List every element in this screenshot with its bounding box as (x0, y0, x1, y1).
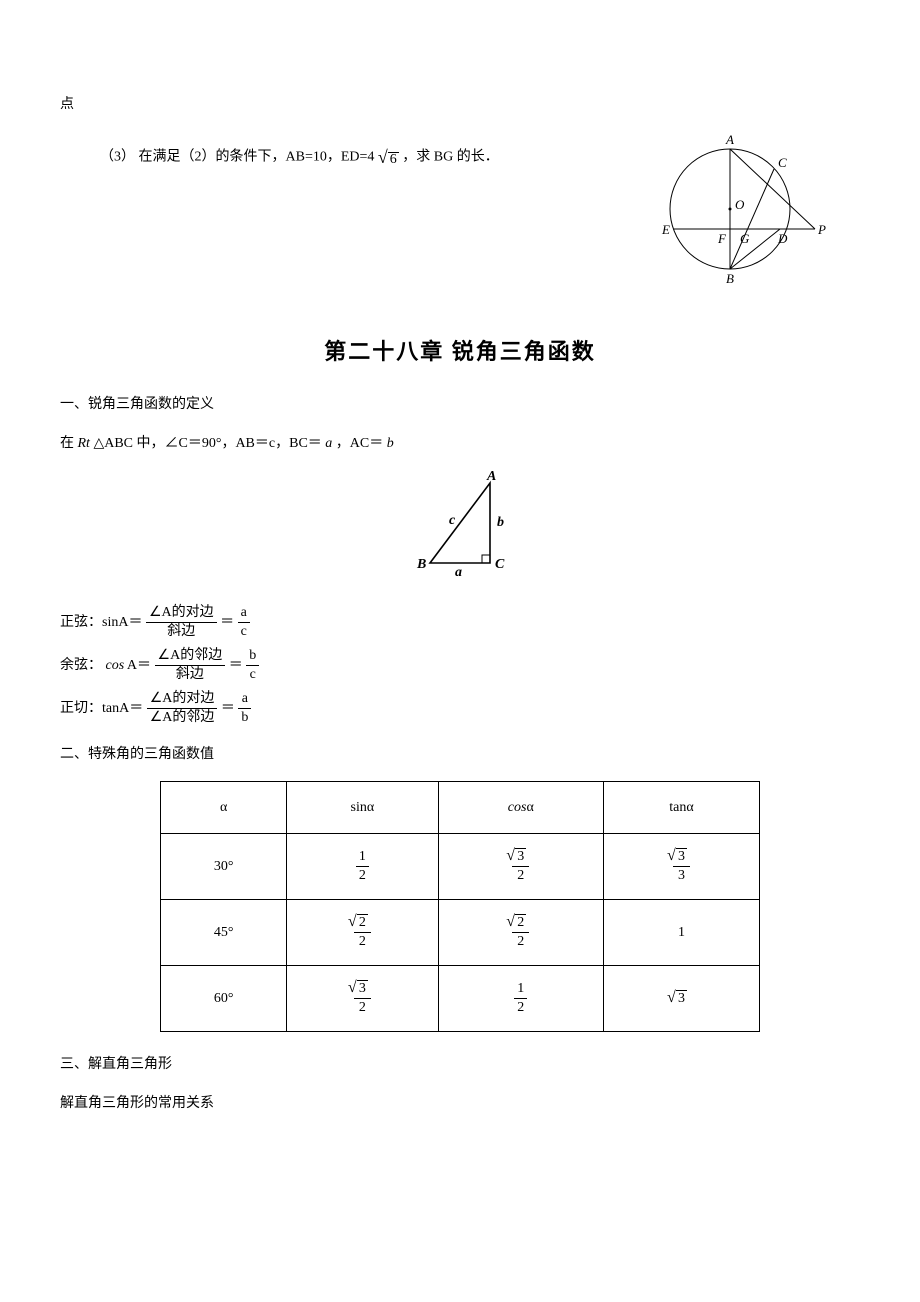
circle-diagram: A B C D E F G O P (640, 129, 840, 308)
section-3-heading: 三、解直角三角形 (60, 1052, 860, 1077)
formula-tan: 正切：tanA＝ ∠A的对边 ∠A的邻边 ＝ a b (60, 690, 860, 727)
cos-prefix: 余弦： (60, 658, 102, 673)
cos-fn: cos (106, 658, 125, 673)
cell-tan30: √33 (604, 833, 760, 899)
sqrt-6: √6 (378, 141, 399, 173)
table-row-60: 60° √32 12 √3 (161, 965, 760, 1031)
tan-frac-letters: a b (238, 690, 251, 727)
tan-frac-words: ∠A的对边 ∠A的邻边 (147, 690, 218, 727)
cell-angle: 30° (161, 833, 287, 899)
th-alpha: α (161, 781, 287, 833)
cell-cos45: √22 (438, 899, 604, 965)
table-header-row: α sinα cosα tanα (161, 781, 760, 833)
prev-page-fragment: 点 (60, 92, 860, 117)
sin-label: 正弦：sinA＝ (60, 614, 142, 629)
pt-A: A (725, 132, 734, 147)
cell-tan60: √3 (604, 965, 760, 1031)
pt-G: G (740, 231, 750, 246)
th-cos: cosα (438, 781, 604, 833)
cos-frac-words: ∠A的邻边 斜边 (155, 647, 226, 684)
cell-tan45: 1 (604, 899, 760, 965)
pt-F: F (717, 231, 727, 246)
section-2-heading: 二、特殊角的三角函数值 (60, 742, 860, 767)
given-tri: △ABC 中，∠C＝90°，AB＝c，BC＝ (93, 436, 321, 451)
cell-cos60: 12 (438, 965, 604, 1031)
tri-c: c (449, 513, 456, 528)
formula-block: 正弦：sinA＝ ∠A的对边 斜边 ＝ a c 余弦： cos A＝ ∠A的邻边… (60, 604, 860, 728)
tri-b: b (497, 515, 504, 530)
right-triangle-diagram: A B C a b c (60, 468, 860, 587)
cell-sin45: √22 (287, 899, 438, 965)
q3-before: 在满足（2）的条件下，AB=10，ED=4 (139, 150, 375, 165)
th-sin: sinα (287, 781, 438, 833)
tri-a: a (455, 565, 462, 578)
sin-frac-words: ∠A的对边 斜边 (146, 604, 217, 641)
cos-after: A＝ (127, 658, 151, 673)
cell-angle: 60° (161, 965, 287, 1031)
trig-values-table: α sinα cosα tanα 30° 12 √32 √33 45° √22 … (160, 781, 760, 1032)
rt-italic: Rt (78, 436, 90, 451)
formula-sin: 正弦：sinA＝ ∠A的对边 斜边 ＝ a c (60, 604, 860, 641)
cos-frac-letters: b c (246, 647, 259, 684)
pt-E: E (661, 222, 670, 237)
question-3-text: （3） 在满足（2）的条件下，AB=10，ED=4 √6 ，求 BG 的长． (100, 141, 499, 173)
given-prefix: 在 (60, 436, 78, 451)
cell-angle: 45° (161, 899, 287, 965)
sin-frac-letters: a c (238, 604, 250, 641)
table-row-30: 30° 12 √32 √33 (161, 833, 760, 899)
triangle-svg: A B C a b c (405, 468, 515, 578)
given-mid1: ，AC＝ (336, 436, 383, 451)
tan-label: 正切：tanA＝ (60, 701, 143, 716)
th-tan: tanα (604, 781, 760, 833)
q3-label: （3） (100, 150, 135, 165)
formula-cos: 余弦： cos A＝ ∠A的邻边 斜边 ＝ b c (60, 647, 860, 684)
question-3-row: A B C D E F G O P （3） 在满足（2）的条件下，AB=10，E… (60, 129, 860, 308)
cell-sin60: √32 (287, 965, 438, 1031)
tri-B: B (416, 557, 426, 572)
pt-O: O (735, 197, 745, 212)
given-line: 在 Rt △ABC 中，∠C＝90°，AB＝c，BC＝ a ，AC＝ b (60, 431, 860, 456)
chapter-title: 第二十八章 锐角三角函数 (60, 332, 860, 372)
pt-B: B (726, 271, 734, 286)
pt-P: P (817, 222, 826, 237)
given-a: a (325, 436, 332, 451)
page: 点 (60, 92, 860, 1116)
tri-A: A (486, 469, 496, 484)
circle-diagram-svg: A B C D E F G O P (640, 129, 840, 299)
given-b: b (387, 436, 394, 451)
section-3-line1: 解直角三角形的常用关系 (60, 1091, 860, 1116)
pt-D: D (777, 231, 788, 246)
pt-C: C (778, 155, 787, 170)
section-1-heading: 一、锐角三角函数的定义 (60, 392, 860, 417)
tri-C: C (495, 557, 505, 572)
table-row-45: 45° √22 √22 1 (161, 899, 760, 965)
cell-sin30: 12 (287, 833, 438, 899)
q3-after: ，求 BG 的长． (402, 150, 498, 165)
cell-cos30: √32 (438, 833, 604, 899)
